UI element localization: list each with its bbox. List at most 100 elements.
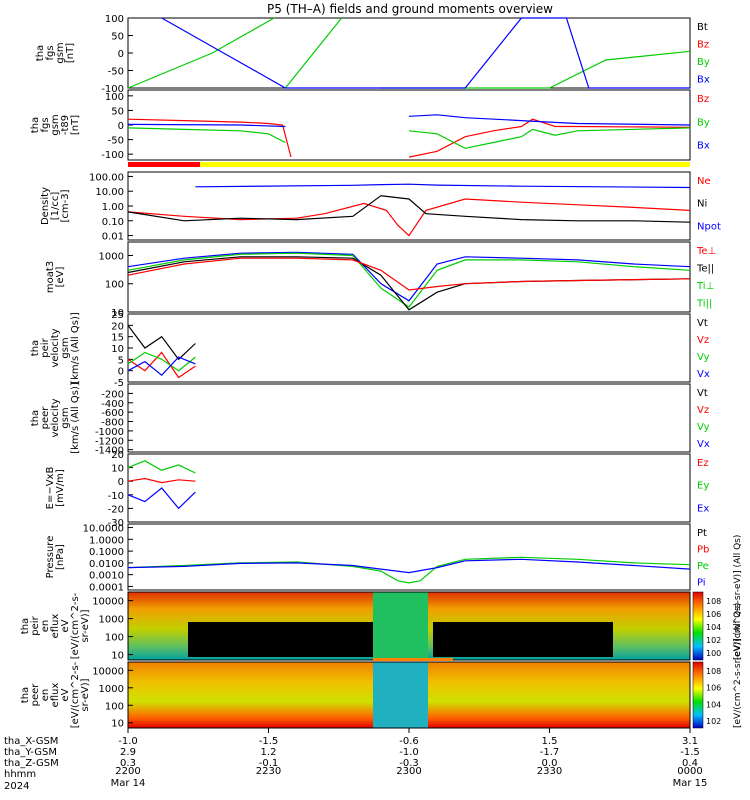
series-line-pi [127, 558, 691, 574]
panel-frame [127, 241, 691, 313]
y-tick-label: 1000 [99, 684, 124, 695]
legend-entry: Vt [697, 318, 708, 329]
y-label-line: eV [60, 688, 71, 701]
y-tick-label: 10000 [92, 666, 124, 677]
legend-entry: Ti|| [696, 299, 712, 310]
colorbar: 108 106 104 102 100 [eV/(cm^2-s-sr-eV)] (All … [692, 535, 743, 661]
y-ticks: 100 50 0 -50 -100 [101, 14, 133, 95]
inner-region [373, 662, 428, 728]
y-tick-label: 0 [118, 477, 124, 488]
y-label-line: en [40, 689, 51, 702]
y-tick-label: 0 [118, 367, 124, 378]
legend-entry: Vt [697, 388, 708, 399]
y-tick-label: -30 [108, 518, 124, 529]
y-ticks: 10000 1000 100 10 [92, 666, 133, 730]
series-group [127, 251, 691, 311]
y-tick-label: -100 [101, 84, 124, 95]
y-tick-label: 0 [118, 121, 124, 132]
y-label-line: en [40, 620, 51, 633]
y-tick-label: -50 [108, 136, 124, 147]
y-label-line: [nPa] [55, 544, 66, 570]
legend-entry: Bx [697, 75, 710, 86]
series-line-vt [127, 324, 196, 361]
legend-entry: Ex [697, 503, 709, 514]
panel-frame [127, 523, 691, 591]
legend-entry: Pt [697, 528, 707, 539]
series-group [127, 183, 691, 237]
series-group [127, 114, 691, 158]
y-label-line: E=−VxB [45, 467, 56, 510]
series-group [127, 324, 196, 379]
y-tick-label: 10 [111, 651, 124, 662]
y-tick-label: 100 [105, 280, 124, 291]
series-line-by [127, 127, 691, 149]
y-label-line: [cm-3] [60, 189, 71, 222]
y-label-line: fgs [45, 45, 56, 60]
y-label-line: eflux [50, 614, 61, 639]
series-line-ti [127, 252, 691, 308]
legend-entry: Ez [697, 458, 709, 469]
y-tick-label: 10 [111, 344, 124, 355]
year-label: 2024 [4, 781, 29, 792]
y-label-line: tha [30, 340, 41, 356]
series-group [127, 460, 196, 510]
panel-6: -200-400-600-800-1000-1200-1400 tha peer ve… [30, 382, 710, 457]
y-tick-label: -1200 [95, 436, 124, 447]
y-tick-label: 25 [111, 310, 124, 321]
ephemeris-value: -0.6 [399, 736, 419, 747]
ephemeris-value: 2.9 [120, 747, 136, 758]
legend-entry: Bz [697, 40, 709, 51]
y-tick-label: 100 [105, 92, 124, 103]
y-label-line: gsm [60, 337, 71, 358]
y-tick-label: 0 [118, 49, 124, 60]
y-tick-label: 0.01 [102, 232, 124, 243]
x-tick-label: 2200 [115, 766, 140, 777]
panel-4: 1000 100 10 moat3 [eV] Te⊥ Te|| Ti⊥ Ti|| [45, 241, 716, 319]
ephemeris-label: tha_X-GSM [4, 736, 58, 747]
flag-strip [373, 658, 453, 661]
hhmm-label: hhmm [4, 769, 36, 780]
y-label-line: [eV/(cm^2-s- [70, 661, 81, 728]
legend-entry: Ni [697, 199, 707, 210]
series-line-ti [127, 251, 691, 302]
y-axis-label: Pressure [nPa] [45, 536, 66, 579]
ephemeris-value: 1.2 [261, 747, 277, 758]
y-tick-label: 1.0000 [89, 535, 124, 546]
y-tick-label: 0.10 [102, 217, 124, 228]
legend-entry: Bx [697, 141, 710, 152]
ephemeris-label: tha_Z-GSM [4, 758, 59, 769]
x-tick-label: 2330 [537, 766, 562, 777]
legend-entry: Bz [697, 94, 709, 105]
y-tick-label: 0.0100 [89, 559, 124, 570]
ephemeris-value: -1.5 [259, 736, 279, 747]
spectrogram [128, 658, 690, 728]
series-group [127, 556, 691, 584]
y-label-line: eflux [50, 683, 61, 708]
y-label-line: peir [40, 337, 51, 357]
y-label-line: gsm [60, 407, 71, 428]
legend: Te⊥ Te|| Ti⊥ Ti|| [696, 246, 716, 310]
colorbar-tick: 108 [706, 667, 721, 676]
legend: Vt Vz Vy Vx [697, 388, 710, 450]
quality-flag-bar [128, 162, 690, 167]
legend-entry: Bt [697, 22, 708, 33]
y-axis-label: tha peer velocity gsm [km/s (All Qs)] [30, 382, 81, 454]
legend-entry: By [697, 117, 710, 128]
ephemeris-label: tha_Y-GSM [4, 747, 57, 758]
y-label-line: tha [30, 117, 41, 133]
y-label-line: tha [20, 618, 31, 634]
y-tick-label: 10.0000 [83, 524, 124, 535]
y-label-line: moat3 [45, 261, 56, 293]
colorbar-tick: 102 [706, 636, 721, 645]
colorbar-label: [eV/(cm^2-s-sr-eV)] (All Qs) [733, 535, 743, 660]
y-label-line: sr-eV)] [80, 678, 91, 711]
legend: Bt Bz By Bx [697, 22, 710, 86]
y-label-line: tha [35, 45, 46, 61]
colorbar-tick: 102 [706, 717, 721, 726]
y-tick-label: 10 [111, 719, 124, 730]
legend-entry: Npot [697, 221, 721, 232]
